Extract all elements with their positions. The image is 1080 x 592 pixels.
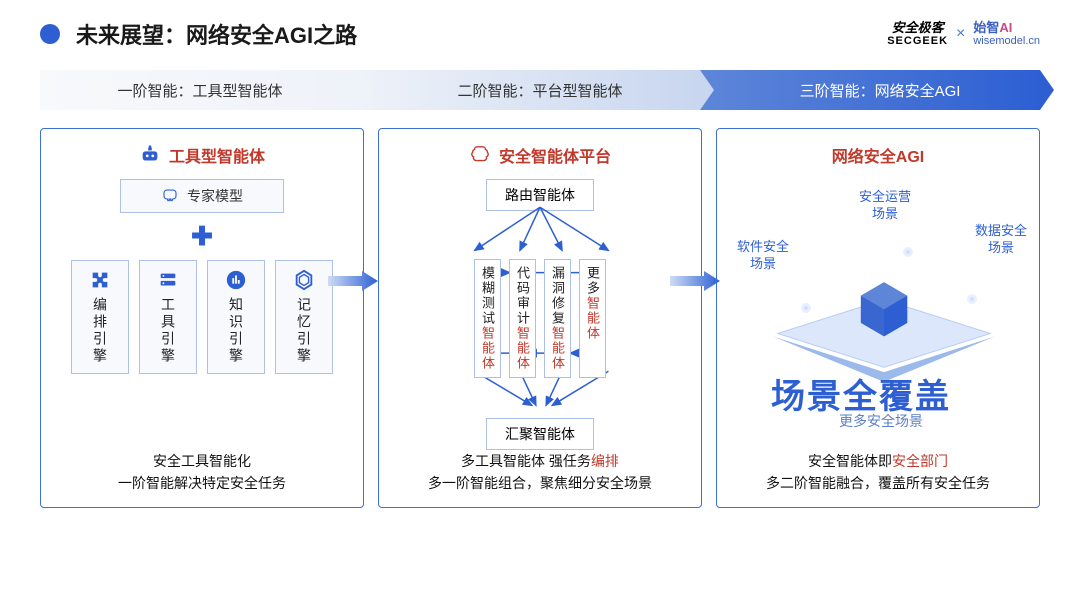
logos: 安全极客 SECGEEK × 始智AI wisemodel.cn: [887, 21, 1040, 47]
bullet-icon: [40, 24, 60, 44]
card2-title: 安全智能体平台: [469, 143, 611, 167]
agents-row: 模糊测试智能体 代码审计智能体 漏洞修复智能体 更多智能体: [474, 259, 606, 378]
logo-separator: ×: [956, 25, 965, 43]
card-tool-agent: 工具型智能体 专家模型 ✚ 编排引擎 工具引擎 知识引擎 记忆引擎: [40, 128, 364, 508]
engine-memory: 记忆引擎: [275, 260, 333, 374]
router-box: 路由智能体: [486, 179, 594, 211]
expert-model-box: 专家模型: [120, 179, 284, 213]
robot-icon: [139, 144, 161, 166]
card-agi: 网络安全AGI 安全运营场景 数据安全场景 软件安全场景 场景全覆盖 更多安全场…: [716, 128, 1040, 508]
brain-icon: [161, 187, 179, 205]
more-scenes-text: 更多安全场景: [839, 411, 923, 431]
stage-1: 一阶智能：工具型智能体: [40, 70, 360, 110]
engine-knowledge: 知识引擎: [207, 260, 265, 374]
engine-tool: 工具引擎: [139, 260, 197, 374]
hex-icon: [293, 269, 315, 291]
agent-code: 代码审计智能体: [509, 259, 536, 378]
server-icon: [157, 269, 179, 291]
agent-fuzz: 模糊测试智能体: [474, 259, 501, 378]
cards-row: 工具型智能体 专家模型 ✚ 编排引擎 工具引擎 知识引擎 记忆引擎: [0, 110, 1080, 508]
card3-body: 安全运营场景 数据安全场景 软件安全场景 场景全覆盖 更多安全场景: [729, 179, 1027, 450]
scene-ops: 安全运营场景: [859, 189, 911, 223]
card2-caption: 多工具智能体 强任务编排 多一阶智能组合，聚焦细分安全场景: [428, 450, 652, 495]
stage-chevrons: 一阶智能：工具型智能体 二阶智能：平台型智能体 三阶智能：网络安全AGI: [0, 50, 1080, 110]
engine-orchestration: 编排引擎: [71, 260, 129, 374]
aggregate-box: 汇聚智能体: [486, 418, 594, 450]
engines-row: 编排引擎 工具引擎 知识引擎 记忆引擎: [53, 260, 351, 374]
chart-icon: [225, 269, 247, 291]
flow-arrow-2: [670, 270, 720, 292]
agent-vuln: 漏洞修复智能体: [544, 259, 571, 378]
logo-wisemodel: 始智AI wisemodel.cn: [973, 21, 1040, 47]
puzzle-icon: [89, 269, 111, 291]
card3-title: 网络安全AGI: [832, 143, 924, 167]
page-title: 未来展望：网络安全AGI之路: [76, 18, 357, 50]
agent-more: 更多智能体: [579, 259, 606, 378]
plus-icon: ✚: [191, 221, 213, 252]
card3-caption: 安全智能体即安全部门 多二阶智能融合，覆盖所有安全任务: [766, 450, 990, 495]
logo-secgeek: 安全极客 SECGEEK: [887, 21, 948, 47]
card1-caption: 安全工具智能化 一阶智能解决特定安全任务: [118, 450, 286, 495]
flow-arrow-1: [328, 270, 378, 292]
card-platform: 安全智能体平台 路由智能体: [378, 128, 702, 508]
stage-3: 三阶智能：网络安全AGI: [700, 70, 1040, 110]
card1-title: 工具型智能体: [139, 143, 265, 167]
stage-2: 二阶智能：平台型智能体: [360, 70, 700, 110]
header: 未来展望：网络安全AGI之路 安全极客 SECGEEK × 始智AI wisem…: [0, 0, 1080, 50]
brain-icon: [469, 144, 491, 166]
